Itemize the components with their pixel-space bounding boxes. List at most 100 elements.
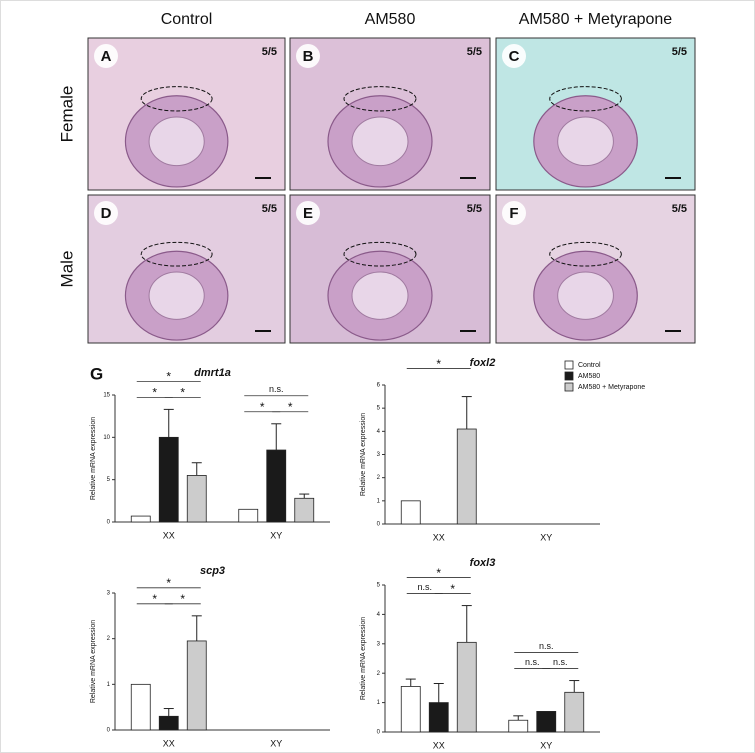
significance-label: *: [288, 400, 293, 414]
legend-label: AM580 + Metyrapone: [578, 384, 645, 391]
row-header: Male: [57, 251, 76, 288]
bar: [186, 475, 207, 523]
chart-title: foxl2: [470, 357, 496, 369]
figure-label: G: [90, 364, 103, 383]
y-axis-label: Relative mRNA expression: [360, 413, 367, 496]
bar: [158, 436, 179, 523]
y-tick-label: 4: [377, 429, 381, 435]
chart-title: scp3: [200, 565, 225, 577]
bar: [508, 719, 529, 733]
micrograph: F 5/5: [495, 194, 696, 344]
x-tick-label: XY: [270, 530, 282, 540]
bar: [266, 449, 287, 523]
x-tick-label: XX: [433, 740, 445, 750]
error-bar: [163, 408, 174, 438]
gonad-outline: [140, 86, 213, 112]
letter-badge: [502, 44, 526, 68]
y-tick-label: 0: [107, 520, 111, 526]
tissue-core: [148, 271, 205, 320]
y-tick-label: 3: [377, 641, 381, 647]
significance-label: n.s.: [525, 657, 540, 667]
panel-count: 5/5: [467, 203, 482, 215]
bar: [238, 508, 259, 523]
error-bar: [271, 423, 282, 451]
x-tick-label: XY: [270, 738, 282, 748]
tissue-core: [351, 271, 409, 320]
gonad-outline: [549, 86, 622, 112]
significance-label: *: [152, 592, 157, 606]
bar: [428, 702, 449, 733]
micrograph: E 5/5: [289, 194, 491, 344]
x-tick-label: XX: [163, 530, 175, 540]
y-tick-label: 1: [377, 700, 381, 706]
legend-label: Control: [578, 362, 601, 369]
column-header: AM580 + Metyrapone: [519, 11, 673, 28]
error-bar: [299, 493, 310, 499]
y-tick-label: 2: [377, 475, 381, 481]
panel-count: 5/5: [672, 46, 687, 58]
y-tick-label: 5: [107, 477, 111, 483]
error-bar: [461, 396, 472, 430]
y-tick-label: 0: [107, 728, 111, 734]
gonad-outline: [549, 241, 622, 267]
significance-label: n.s.: [539, 641, 554, 651]
bar: [536, 711, 557, 733]
bar: [186, 640, 207, 731]
y-tick-label: 5: [377, 583, 381, 589]
letter-badge: [94, 44, 118, 68]
chart-title: dmrt1a: [194, 367, 231, 379]
y-tick-label: 5: [377, 406, 381, 412]
bar: [564, 691, 585, 733]
panel-count: 5/5: [262, 203, 277, 215]
panel-letter: C: [509, 48, 520, 65]
x-tick-label: XY: [540, 740, 552, 750]
panel-letter: F: [509, 205, 518, 222]
row-header: Female: [57, 86, 76, 143]
bar: [130, 683, 151, 731]
significance-label: n.s.: [269, 384, 284, 394]
x-tick-label: XX: [163, 738, 175, 748]
panel-letter: E: [303, 205, 313, 222]
micrograph: C 5/5: [495, 37, 696, 191]
y-axis-label: Relative mRNA expression: [360, 617, 367, 700]
significance-label: *: [436, 357, 441, 371]
panel-letter: A: [101, 48, 112, 65]
y-tick-label: 15: [103, 393, 110, 399]
tissue-core: [148, 116, 205, 167]
legend-label: AM580: [578, 373, 600, 380]
y-tick-label: 4: [377, 612, 381, 618]
micrograph: A 5/5: [87, 37, 286, 191]
bar: [400, 500, 421, 525]
letter-badge: [296, 201, 320, 225]
error-bar: [433, 682, 444, 703]
tissue-core: [557, 116, 614, 167]
y-tick-label: 0: [377, 522, 381, 528]
error-bar: [569, 680, 580, 693]
y-axis-label: Relative mRNA expression: [90, 620, 97, 703]
significance-label: n.s.: [553, 657, 568, 667]
significance-label: *: [436, 566, 441, 580]
significance-label: *: [260, 400, 265, 414]
tissue-core: [557, 271, 614, 320]
y-axis-label: Relative mRNA expression: [90, 417, 97, 500]
bar: [130, 515, 151, 523]
bar: [294, 497, 315, 523]
y-tick-label: 10: [103, 435, 110, 441]
panel-count: 5/5: [672, 203, 687, 215]
bar: [456, 641, 477, 733]
y-tick-label: 6: [377, 383, 381, 389]
gonad-outline: [343, 241, 417, 267]
x-tick-label: XY: [540, 532, 552, 542]
letter-badge: [94, 201, 118, 225]
y-tick-label: 0: [377, 730, 381, 736]
legend-swatch: [564, 371, 574, 381]
significance-label: *: [180, 592, 185, 606]
tissue-core: [351, 116, 409, 167]
y-tick-label: 2: [107, 636, 111, 642]
letter-badge: [502, 201, 526, 225]
legend-swatch: [564, 360, 574, 370]
gonad-outline: [140, 241, 213, 267]
panel-letter: D: [101, 205, 112, 222]
error-bar: [461, 605, 472, 643]
error-bar: [191, 615, 202, 641]
